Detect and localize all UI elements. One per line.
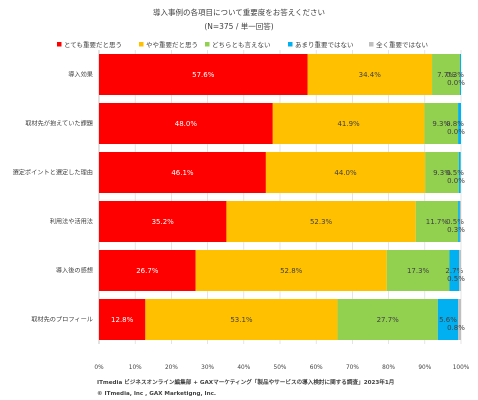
bar-segment xyxy=(99,103,273,144)
bar-segment xyxy=(459,201,461,242)
x-tick-label: 10% xyxy=(129,365,142,371)
x-tick-label: 90% xyxy=(418,365,431,371)
data-label: 0.5% xyxy=(447,275,465,283)
bar-segment xyxy=(425,152,459,193)
category-label: 導入後の感想 xyxy=(56,267,93,275)
bar-segment xyxy=(99,152,266,193)
bar-segment xyxy=(386,250,450,291)
x-tick-label: 100% xyxy=(453,365,470,371)
category-labels: 導入効果取材先が抱えていた課題選定ポイントと選定した理由利用法や活用法導入後の感… xyxy=(13,71,93,324)
data-label: 26.7% xyxy=(136,267,159,275)
bar-segment xyxy=(459,250,461,291)
data-label: 0.0% xyxy=(447,177,465,185)
data-label: 9.3% xyxy=(433,169,451,177)
bar-segment xyxy=(459,54,461,95)
bar-segment xyxy=(99,250,196,291)
legend-label: やや重要だと思う xyxy=(146,41,198,49)
bar-segment xyxy=(272,103,425,144)
x-tick-label: 60% xyxy=(310,365,323,371)
data-label: 7.7% xyxy=(437,71,455,79)
category-label: 利用法や活用法 xyxy=(50,218,93,226)
bar-segment xyxy=(99,54,308,95)
data-label: 0.5% xyxy=(446,218,464,226)
category-label: 選定ポイントと選定した理由 xyxy=(13,169,93,177)
bar-segment xyxy=(415,201,459,242)
legend-swatch xyxy=(139,42,144,47)
bar-segment xyxy=(458,299,461,340)
bar-segment xyxy=(458,152,461,193)
bar-segment xyxy=(458,201,460,242)
data-label: 41.9% xyxy=(337,120,360,128)
data-label: 12.8% xyxy=(111,316,134,324)
data-label: 44.0% xyxy=(334,169,357,177)
bar-segment xyxy=(437,299,459,340)
x-tick-label: 50% xyxy=(274,365,287,371)
category-label: 取材先が抱えていた課題 xyxy=(25,120,93,128)
data-label: 0.5% xyxy=(446,169,464,177)
copyright-note: © ITmedia, Inc , GAX Marketigng, Inc. xyxy=(97,391,216,397)
data-label: 52.8% xyxy=(280,267,303,275)
data-label: 48.0% xyxy=(175,120,198,128)
bar-segment xyxy=(458,103,461,144)
legend-label: とても重要だと思う xyxy=(64,41,122,49)
category-label: 導入効果 xyxy=(68,71,93,79)
gridlines xyxy=(98,50,462,344)
bar-segment xyxy=(145,299,338,340)
legend-swatch xyxy=(288,42,293,47)
legend-label: どちらとも言えない xyxy=(212,40,271,49)
legend-label: 全く重要ではない xyxy=(376,40,428,49)
bar-segment xyxy=(449,250,460,291)
x-tick-label: 40% xyxy=(237,365,250,371)
data-label: 34.4% xyxy=(359,71,382,79)
data-label: 2.7% xyxy=(445,267,463,275)
x-tick-label: 80% xyxy=(382,365,395,371)
bars: 57.6% 34.4% 7.7%0.3%0.0%48.0% 41.9% 9.3%0.8%… xyxy=(99,54,465,340)
bar-segment xyxy=(195,250,387,291)
x-axis-ticks: 0% 10% 20% 30% 40% 50% 60% 70% 80% 90% 100% xyxy=(94,365,469,371)
data-label: 17.3% xyxy=(407,267,430,275)
x-tick-label: 20% xyxy=(165,365,178,371)
bar-segment xyxy=(265,152,426,193)
legend-swatch xyxy=(369,42,374,47)
data-label: 11.7% xyxy=(426,218,449,226)
legend-label: あまり重要ではない xyxy=(295,41,354,49)
bar-segment xyxy=(432,54,460,95)
data-label: 35.2% xyxy=(152,218,175,226)
data-label: 0.0% xyxy=(447,128,465,136)
x-tick-label: 30% xyxy=(201,365,214,371)
bar-segment xyxy=(226,201,416,242)
x-tick-label: 70% xyxy=(346,365,359,371)
x-tick-label: 0% xyxy=(94,365,104,371)
bar-segment xyxy=(337,299,438,340)
data-label: 57.6% xyxy=(192,71,215,79)
chart-title: 導入事例の各項目について重要度をお答えください xyxy=(153,7,325,17)
data-label: 9.3% xyxy=(432,120,450,128)
bar-segment xyxy=(307,54,433,95)
data-label: 0.8% xyxy=(447,324,465,332)
source-note: ITmedia ビジネスオンライン編集部 + GAXマーケティング「製品やサービ… xyxy=(97,378,394,386)
legend: とても重要だと思う やや重要だと思う どちらとも言えない あまり重要ではない 全く重要で… xyxy=(57,40,428,49)
chart-subtitle: (N=375 / 単一回答) xyxy=(204,21,273,31)
data-label: 0.8% xyxy=(446,120,464,128)
legend-swatch xyxy=(205,42,210,47)
bar-segment xyxy=(424,103,459,144)
data-label: 5.6% xyxy=(439,316,457,324)
bar-segment xyxy=(99,299,146,340)
data-label: 46.1% xyxy=(171,169,194,177)
data-label: 0.3% xyxy=(447,226,465,234)
legend-swatch xyxy=(57,42,62,47)
bar-segment xyxy=(99,201,227,242)
data-label: 27.7% xyxy=(377,316,400,324)
data-label: 0.3% xyxy=(446,71,464,79)
data-label: 0.0% xyxy=(447,79,465,87)
data-label: 53.1% xyxy=(230,316,253,324)
category-label: 取材先のプロフィール xyxy=(31,316,93,324)
data-label: 52.3% xyxy=(310,218,333,226)
